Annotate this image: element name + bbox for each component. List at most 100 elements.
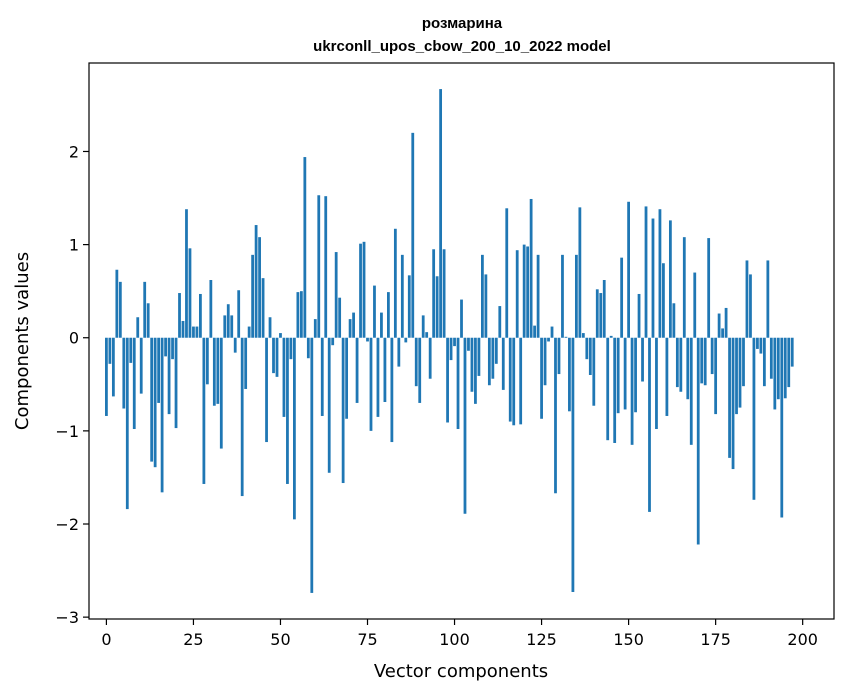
bar [641, 337, 644, 382]
bar [627, 201, 630, 338]
bar [397, 337, 401, 367]
bar [595, 289, 599, 338]
x-tick-label: 75 [357, 630, 377, 649]
bar [571, 337, 575, 592]
bar [686, 337, 690, 400]
bar [331, 337, 335, 346]
bar [759, 337, 763, 354]
chart-title: розмарина [422, 15, 503, 32]
bar [376, 337, 380, 417]
bar [498, 306, 502, 338]
bar [310, 337, 314, 593]
bar [529, 198, 533, 338]
bar [195, 326, 199, 338]
bar [602, 280, 606, 338]
bar [491, 337, 495, 379]
bar [519, 337, 523, 425]
bar [132, 337, 136, 430]
bar [334, 252, 338, 338]
bar [557, 337, 561, 375]
bar [421, 315, 425, 338]
bar [505, 208, 509, 338]
bar [762, 337, 766, 387]
bar [508, 337, 512, 422]
bar [202, 337, 206, 484]
bar [564, 336, 568, 338]
bar [414, 337, 418, 387]
bar [481, 254, 484, 338]
x-axis-label: Vector components [374, 661, 548, 682]
bar [153, 337, 157, 468]
x-tick-label: 200 [787, 630, 818, 649]
plot-frame [88, 62, 835, 620]
bar [460, 299, 463, 338]
bar [463, 337, 467, 514]
bar [714, 337, 718, 415]
bar [630, 337, 634, 445]
bar [411, 132, 415, 338]
bar [588, 337, 592, 375]
bar [219, 337, 223, 449]
bar [407, 275, 411, 338]
bar [749, 274, 752, 338]
bar [561, 254, 564, 338]
bar [620, 257, 624, 338]
bar [693, 272, 697, 338]
bar [515, 250, 519, 338]
bar [303, 157, 307, 338]
bar [578, 207, 582, 338]
bar [216, 337, 220, 404]
bar [199, 293, 202, 338]
bar [522, 244, 526, 338]
x-axis-ticks: 0 25 50 75 100 125 150 175 200 [101, 619, 818, 649]
bar [366, 337, 369, 342]
bar [526, 246, 530, 338]
bar [428, 337, 432, 379]
bar [272, 337, 275, 374]
bar [299, 291, 303, 338]
bar [477, 337, 481, 376]
x-tick-label: 25 [183, 630, 203, 649]
bar [721, 328, 724, 338]
bar [752, 337, 756, 500]
bar [237, 290, 241, 338]
y-tick-label: 1 [69, 236, 79, 255]
bar [226, 304, 230, 338]
bar [143, 281, 147, 338]
bar [682, 237, 686, 338]
bar [442, 249, 446, 338]
bar [745, 260, 749, 338]
bar [731, 337, 735, 470]
bars-group [105, 89, 794, 593]
bar [212, 337, 216, 406]
bar [623, 337, 627, 410]
bar [324, 196, 328, 338]
bar [171, 337, 174, 360]
bar [373, 285, 376, 338]
bar [675, 337, 679, 388]
bar [338, 297, 342, 338]
bar [209, 280, 213, 338]
bar [369, 337, 373, 431]
bar [265, 337, 268, 443]
bar [160, 337, 164, 493]
bar [174, 337, 178, 429]
bar [293, 337, 296, 520]
bar [122, 337, 126, 409]
x-tick-label: 175 [700, 630, 731, 649]
bar [400, 254, 404, 338]
bar [707, 238, 711, 338]
bar [606, 337, 610, 441]
bar [453, 337, 456, 347]
y-axis-label: Components values [12, 252, 33, 430]
bar [129, 337, 133, 363]
bar [164, 337, 167, 357]
bar [345, 337, 349, 419]
bar [341, 337, 345, 484]
bar [585, 337, 589, 360]
bar [735, 337, 738, 415]
bar [327, 337, 331, 473]
bar [543, 337, 547, 386]
bar [258, 237, 261, 338]
